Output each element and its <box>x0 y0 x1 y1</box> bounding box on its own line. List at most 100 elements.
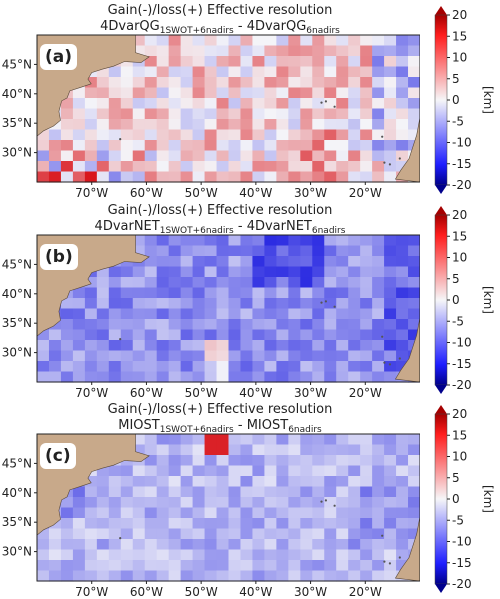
map-cell <box>348 308 361 320</box>
island-marker <box>320 101 323 104</box>
map-cell <box>204 518 218 530</box>
island-marker <box>388 363 391 366</box>
map-cell <box>132 140 146 152</box>
map-cell <box>96 549 110 561</box>
map-cell <box>192 98 206 110</box>
map-cell <box>300 287 313 299</box>
map-cell <box>120 108 134 120</box>
map-cell <box>37 560 50 572</box>
colorbar-tick-label: -10 <box>452 535 472 549</box>
map-cell <box>276 539 289 551</box>
map-cell <box>144 455 158 467</box>
map-cell <box>132 539 146 551</box>
map-cell <box>37 528 50 540</box>
colorbar-unit-label: [km] <box>481 286 495 314</box>
map-cell <box>348 171 361 183</box>
colorbar: 20 15 10 5 0 -5 -10 -15 -20 [km] <box>434 405 495 593</box>
map-cell <box>372 308 385 320</box>
map-cell <box>60 560 74 572</box>
map-cell <box>360 507 373 519</box>
map-cell <box>384 486 397 498</box>
map-cell <box>228 455 242 467</box>
island-marker <box>383 361 386 364</box>
panel-subtitle: MIOST1SWOT+6nadirs - MIOST6nadirs <box>118 418 322 436</box>
map-cell <box>300 140 313 152</box>
map-cell <box>264 455 277 467</box>
island-marker <box>388 562 391 565</box>
map-cell <box>396 266 409 278</box>
map-cell <box>264 361 277 373</box>
map-cell <box>216 277 230 289</box>
map-cell <box>324 319 337 331</box>
map-cell <box>288 560 301 572</box>
map-cell <box>288 340 301 352</box>
map-cell <box>252 150 266 162</box>
map-cell <box>84 476 98 488</box>
colorbar-tick-label: -5 <box>452 314 464 328</box>
map-cell <box>396 486 409 498</box>
map-cell <box>276 549 289 561</box>
map-cell <box>324 570 337 582</box>
map-cell <box>312 77 325 89</box>
map-cell <box>240 329 254 341</box>
map-cell <box>108 119 122 131</box>
map-cell <box>37 361 50 373</box>
map-cell <box>276 161 289 173</box>
map-cell <box>288 549 301 561</box>
map-cell <box>360 129 373 141</box>
colorbar: 20 15 10 5 0 -5 -10 -15 -20 [km] <box>434 6 495 194</box>
map-cell <box>300 77 313 89</box>
map-cell <box>336 434 349 446</box>
map-cell <box>108 340 122 352</box>
map-cell <box>228 434 242 446</box>
map-cell <box>348 329 361 341</box>
map-cell <box>228 549 242 561</box>
map-plot: 70°W 60°W 50°W 40°W 30°W 20°W 45°N 40°N 35°N 30°N <box>2 234 420 400</box>
map-cell <box>252 476 266 488</box>
map-cell <box>192 35 206 47</box>
map-cell <box>396 129 409 141</box>
map-cell <box>264 329 277 341</box>
map-cell <box>240 350 254 362</box>
map-cell <box>300 560 313 572</box>
map-cell <box>312 549 325 561</box>
map-cell <box>264 235 277 247</box>
land-africa <box>394 516 420 582</box>
map-cell <box>336 108 349 120</box>
map-cell <box>132 549 146 561</box>
map-cell <box>372 507 385 519</box>
map-cell <box>264 476 277 488</box>
map-cell <box>108 507 122 519</box>
map-cell <box>324 298 337 310</box>
plot-frame <box>36 234 420 383</box>
map-cell <box>192 108 206 120</box>
map-cell <box>216 77 230 89</box>
map-cell <box>372 497 385 509</box>
map-cell <box>348 361 361 373</box>
x-tick-label: 60°W <box>130 386 163 400</box>
map-cell <box>276 235 289 247</box>
map-cell <box>312 476 325 488</box>
map-cell <box>288 434 301 446</box>
map-cell <box>324 277 337 289</box>
map-cell <box>336 570 349 582</box>
map-cell <box>252 319 266 331</box>
map-cell <box>264 444 277 456</box>
map-cell <box>288 308 301 320</box>
map-cell <box>384 371 397 383</box>
map-cell <box>384 266 397 278</box>
map-cell <box>288 256 301 268</box>
map-cell <box>180 287 194 299</box>
colorbar-tick-label: -5 <box>452 513 464 527</box>
map-cell <box>180 444 194 456</box>
map-cell <box>336 161 349 173</box>
map-cell <box>216 539 230 551</box>
map-cell <box>360 140 373 152</box>
map-cell <box>96 361 110 373</box>
map-cell <box>192 329 206 341</box>
map-cell <box>324 518 337 530</box>
map-cell <box>192 45 206 57</box>
map-cell <box>360 570 373 582</box>
x-tick-label: 70°W <box>75 186 108 200</box>
map-cell <box>396 560 409 572</box>
